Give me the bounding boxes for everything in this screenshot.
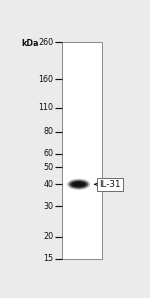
Text: IL-31: IL-31 [100, 180, 121, 189]
Text: 20: 20 [44, 232, 54, 241]
Text: 260: 260 [39, 38, 54, 47]
Text: 50: 50 [44, 163, 54, 172]
Text: kDa: kDa [21, 38, 39, 47]
Text: 80: 80 [44, 127, 54, 136]
Text: 160: 160 [39, 74, 54, 83]
Text: 110: 110 [39, 103, 54, 112]
Text: 40: 40 [44, 180, 54, 189]
Ellipse shape [67, 179, 90, 190]
Ellipse shape [73, 182, 85, 187]
Ellipse shape [69, 180, 88, 189]
Text: 15: 15 [44, 254, 54, 263]
Ellipse shape [70, 181, 87, 188]
Text: 30: 30 [44, 202, 54, 211]
Bar [62, 42, 102, 259]
Text: 60: 60 [44, 149, 54, 158]
